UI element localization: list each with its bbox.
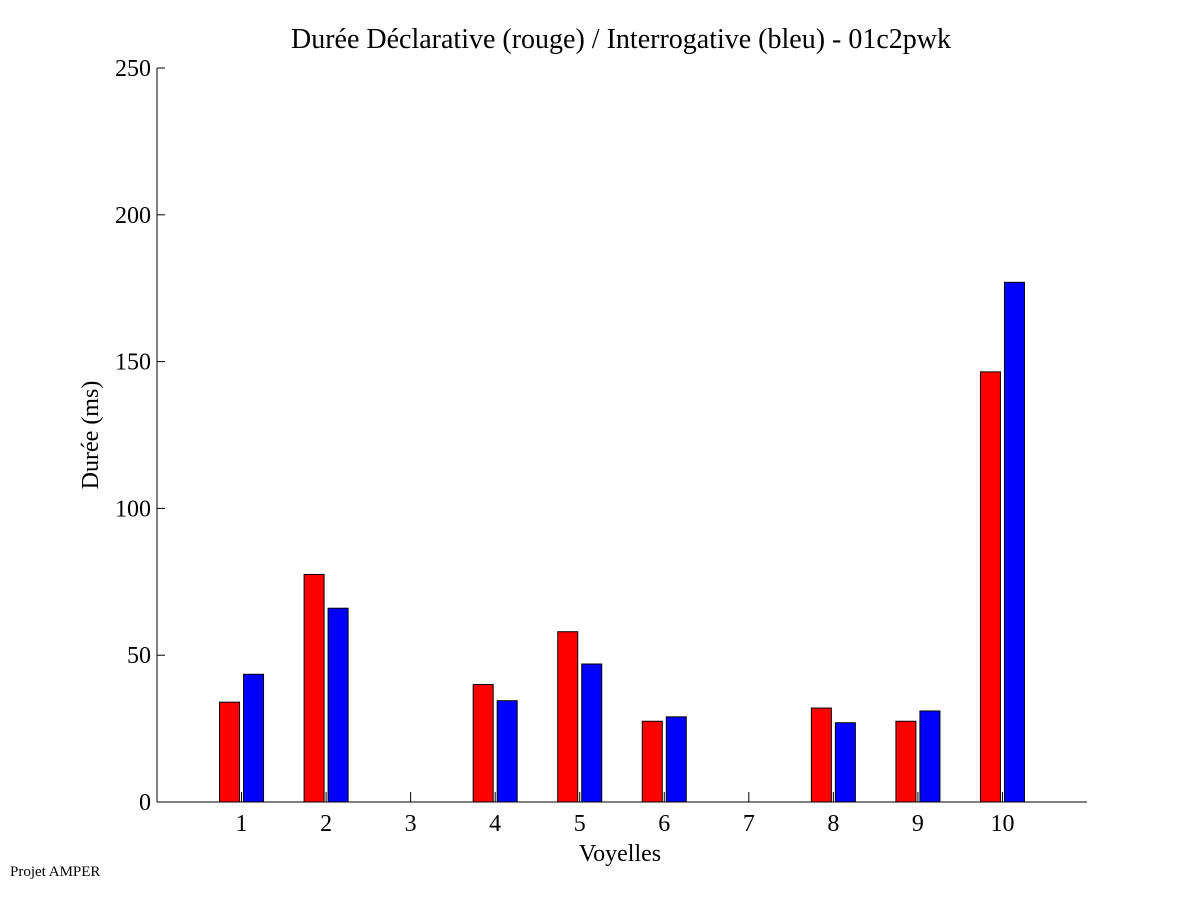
bar: [665, 716, 687, 803]
bar: [243, 673, 265, 803]
y-tick-label: 100: [115, 496, 151, 522]
chart-bars: [219, 281, 1025, 803]
y-tick-label: 0: [139, 790, 151, 816]
x-tick-label: 4: [489, 811, 501, 837]
x-tick-label: 7: [743, 811, 755, 837]
x-tick-label: 5: [574, 811, 586, 837]
chart-ticks: 0 50 100 150 200 250 1 2 3 4 5 6 7 8 9 10: [115, 56, 1014, 837]
bar: [496, 700, 518, 803]
x-tick-label: 9: [912, 811, 924, 837]
footer-note: Projet AMPER: [10, 864, 101, 880]
bar: [641, 720, 663, 803]
x-tick-label: 3: [405, 811, 417, 837]
x-tick-label: 10: [990, 811, 1014, 837]
bar: [327, 607, 349, 803]
bar: [979, 371, 1001, 803]
bar: [581, 663, 603, 803]
x-tick-label: 1: [236, 811, 248, 837]
y-axis-label: Durée (ms): [78, 381, 104, 490]
bar: [834, 722, 856, 803]
y-tick-label: 150: [115, 350, 151, 376]
x-tick-label: 2: [320, 811, 332, 837]
x-tick-label: 6: [658, 811, 670, 837]
bar: [219, 701, 241, 803]
bar: [1003, 281, 1025, 803]
chart-title: Durée Déclarative (rouge) / Interrogativ…: [291, 24, 951, 55]
bar: [895, 720, 917, 803]
bar: [919, 710, 941, 803]
bar: [557, 631, 579, 803]
bar: [303, 573, 325, 803]
bar: [472, 684, 494, 803]
bar: [810, 707, 832, 803]
x-axis-label: Voyelles: [579, 841, 661, 867]
y-tick-label: 200: [115, 203, 151, 229]
x-tick-label: 8: [827, 811, 839, 837]
y-tick-label: 50: [127, 643, 151, 669]
y-tick-label: 250: [115, 56, 151, 82]
chart-axes: [156, 68, 1087, 803]
